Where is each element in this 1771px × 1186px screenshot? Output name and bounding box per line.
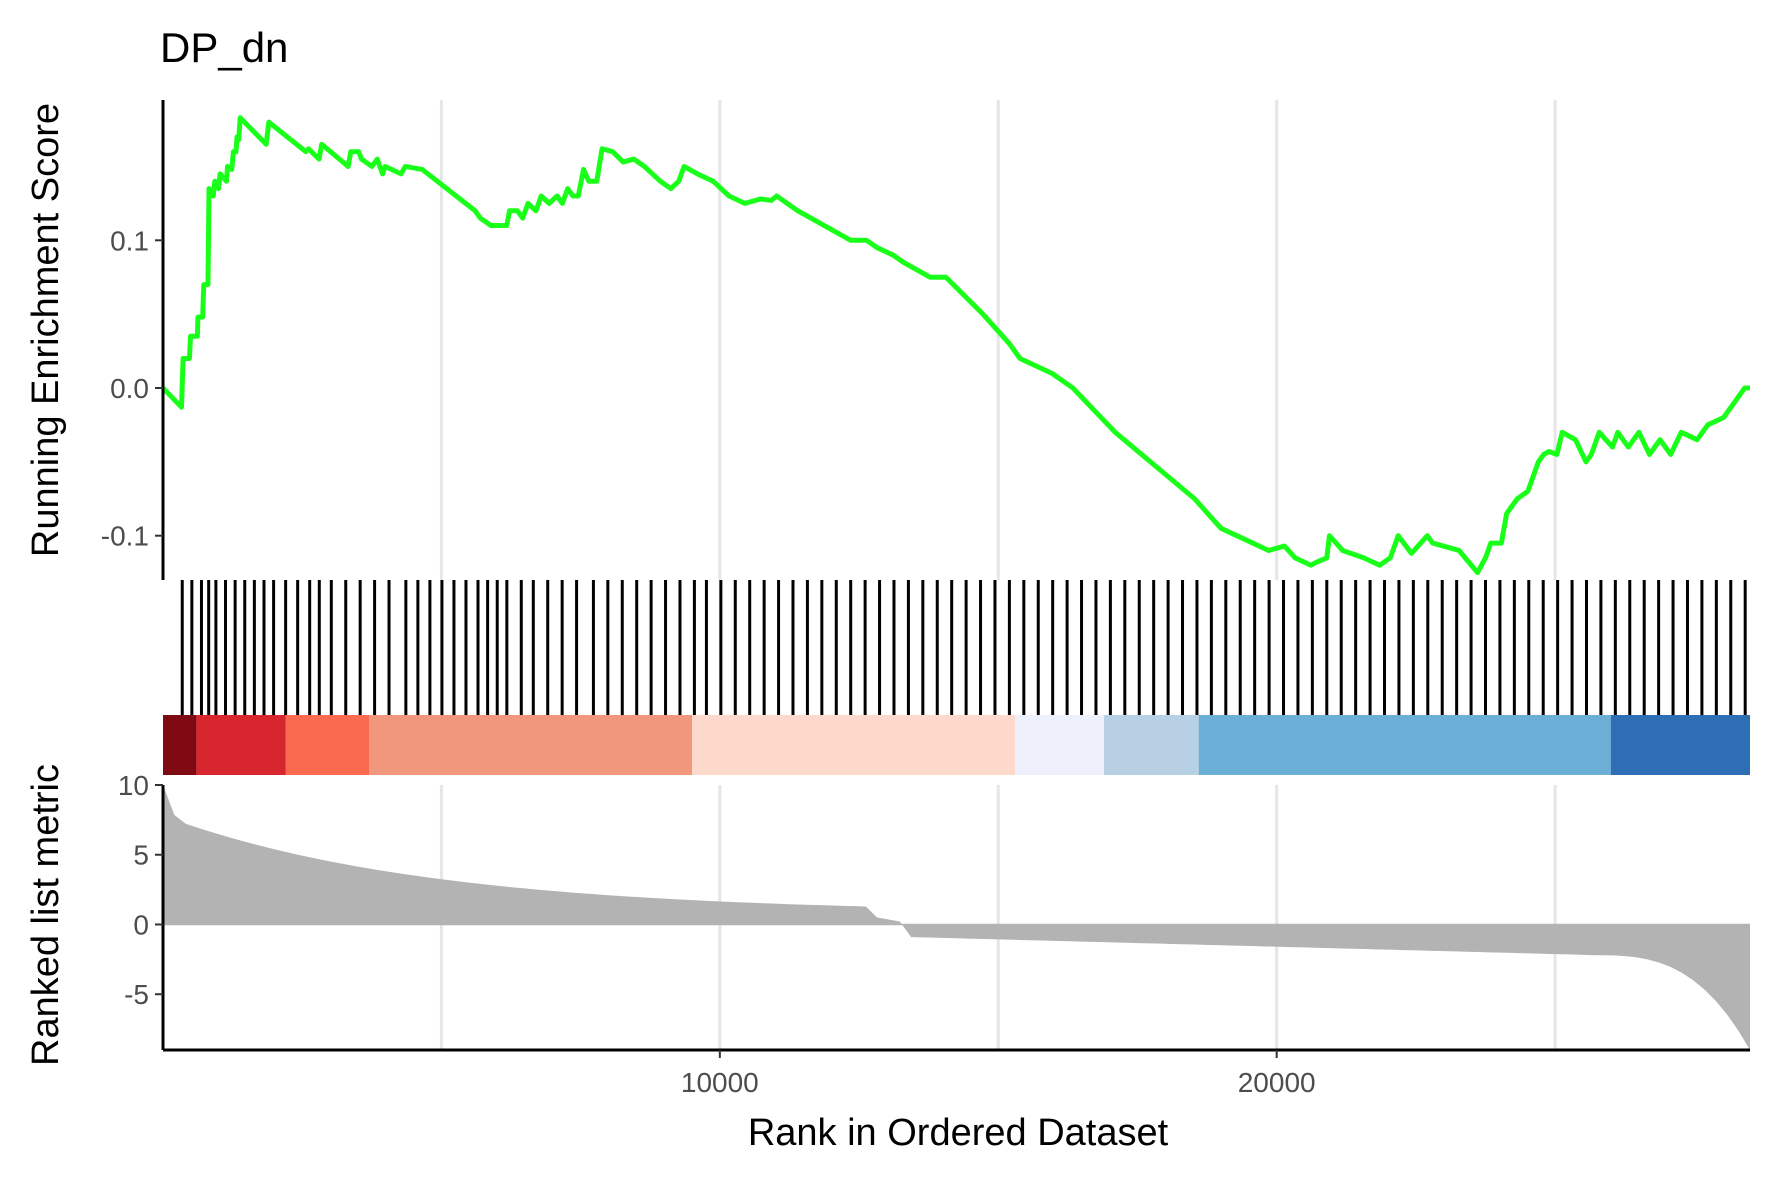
- color-band-segment: [1014, 715, 1105, 775]
- color-band-segment: [692, 715, 1015, 775]
- ranked-metric-fill: [163, 785, 1750, 1050]
- hit-markers: [180, 580, 1747, 715]
- running-score-ticks: 0.1 0.0 -0.1: [101, 225, 163, 552]
- y-tick-label-bottom: 10: [118, 770, 149, 801]
- ranked-metric-area: [163, 785, 1750, 1050]
- color-band-segment: [1610, 715, 1750, 775]
- x-tick-label: 10000: [681, 1067, 759, 1098]
- ranked-metric-ticks: 10 5 0 -5: [118, 770, 163, 1010]
- y-tick-label-bottom: -5: [124, 979, 149, 1010]
- color-band-segment: [1104, 715, 1199, 775]
- y-tick-label-top: -0.1: [101, 521, 149, 552]
- color-band-segment: [369, 715, 692, 775]
- y-tick-label-bottom: 5: [133, 840, 149, 871]
- ranked-metric-y-label: Ranked list metric: [25, 764, 67, 1066]
- running-score-path: [161, 115, 1750, 576]
- y-tick-label-bottom: 0: [133, 909, 149, 940]
- rank-color-band: [163, 715, 1750, 775]
- color-band-segment: [196, 715, 286, 775]
- x-axis-label: Rank in Ordered Dataset: [748, 1112, 1169, 1154]
- color-band-segment: [285, 715, 370, 775]
- x-tick-label: 20000: [1238, 1067, 1316, 1098]
- color-band-segment: [163, 715, 197, 775]
- running-score-line: [161, 115, 1750, 576]
- chart-title: DP_dn: [160, 24, 288, 71]
- running-score-y-label: Running Enrichment Score: [25, 103, 67, 557]
- y-tick-label-top: 0.1: [110, 225, 149, 256]
- color-band-segment: [1198, 715, 1611, 775]
- x-ticks: 10000 20000: [681, 1050, 1316, 1098]
- axes: [161, 100, 1750, 1052]
- running-score-gridlines: [439, 100, 1557, 580]
- y-tick-label-top: 0.0: [110, 373, 149, 404]
